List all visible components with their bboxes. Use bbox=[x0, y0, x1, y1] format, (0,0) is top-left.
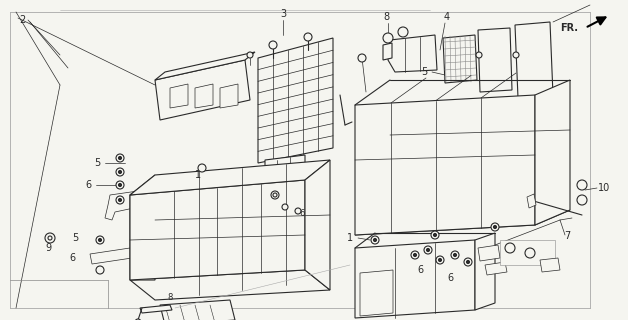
Polygon shape bbox=[527, 194, 536, 208]
Circle shape bbox=[135, 319, 141, 320]
Text: 8: 8 bbox=[167, 293, 173, 302]
Circle shape bbox=[304, 33, 312, 41]
Text: 4: 4 bbox=[444, 12, 450, 22]
Polygon shape bbox=[155, 60, 250, 120]
Circle shape bbox=[438, 259, 441, 261]
Text: 5: 5 bbox=[421, 67, 427, 77]
Polygon shape bbox=[195, 84, 213, 108]
Circle shape bbox=[491, 223, 499, 231]
Circle shape bbox=[116, 196, 124, 204]
Circle shape bbox=[116, 181, 124, 189]
Circle shape bbox=[453, 253, 457, 257]
Circle shape bbox=[464, 258, 472, 266]
Circle shape bbox=[119, 171, 121, 173]
Text: 2: 2 bbox=[19, 15, 25, 25]
Polygon shape bbox=[130, 175, 155, 280]
Circle shape bbox=[358, 54, 366, 62]
Circle shape bbox=[247, 52, 253, 58]
Text: 1: 1 bbox=[347, 233, 353, 243]
Circle shape bbox=[198, 164, 206, 172]
Circle shape bbox=[431, 231, 439, 239]
Polygon shape bbox=[360, 270, 393, 316]
Polygon shape bbox=[478, 245, 500, 261]
Text: 10: 10 bbox=[598, 183, 610, 193]
Circle shape bbox=[424, 246, 432, 254]
Text: 9: 9 bbox=[45, 243, 51, 253]
Polygon shape bbox=[485, 262, 507, 275]
Circle shape bbox=[374, 238, 377, 242]
Polygon shape bbox=[130, 180, 305, 280]
Circle shape bbox=[413, 253, 416, 257]
Polygon shape bbox=[265, 155, 305, 188]
Polygon shape bbox=[140, 305, 172, 313]
Text: 6: 6 bbox=[417, 265, 423, 275]
Circle shape bbox=[119, 198, 121, 202]
Polygon shape bbox=[355, 210, 570, 235]
Circle shape bbox=[433, 234, 436, 236]
Polygon shape bbox=[443, 35, 477, 83]
Circle shape bbox=[119, 183, 121, 187]
Text: 6: 6 bbox=[300, 209, 305, 218]
Circle shape bbox=[371, 236, 379, 244]
Circle shape bbox=[99, 238, 102, 242]
Bar bbox=[500, 240, 555, 265]
Circle shape bbox=[271, 191, 279, 199]
Circle shape bbox=[45, 233, 55, 243]
Circle shape bbox=[411, 251, 419, 259]
Circle shape bbox=[505, 243, 515, 253]
Polygon shape bbox=[90, 248, 132, 264]
Polygon shape bbox=[383, 43, 392, 60]
Circle shape bbox=[383, 33, 393, 43]
Polygon shape bbox=[170, 84, 188, 108]
Circle shape bbox=[513, 52, 519, 58]
Circle shape bbox=[451, 251, 459, 259]
Polygon shape bbox=[355, 240, 475, 318]
Circle shape bbox=[269, 41, 277, 49]
Polygon shape bbox=[220, 84, 238, 108]
Circle shape bbox=[96, 236, 104, 244]
Circle shape bbox=[525, 248, 535, 258]
Polygon shape bbox=[130, 160, 330, 195]
Circle shape bbox=[119, 156, 121, 159]
Polygon shape bbox=[305, 160, 330, 290]
Polygon shape bbox=[355, 95, 535, 235]
Circle shape bbox=[436, 256, 444, 264]
Circle shape bbox=[116, 154, 124, 162]
Circle shape bbox=[476, 52, 482, 58]
Circle shape bbox=[577, 180, 587, 190]
Polygon shape bbox=[535, 80, 570, 225]
Circle shape bbox=[426, 249, 430, 252]
Polygon shape bbox=[160, 300, 235, 320]
Circle shape bbox=[48, 236, 52, 240]
Circle shape bbox=[398, 27, 408, 37]
Circle shape bbox=[116, 168, 124, 176]
Text: 6: 6 bbox=[69, 253, 75, 263]
Circle shape bbox=[295, 208, 301, 214]
Circle shape bbox=[96, 266, 104, 274]
Polygon shape bbox=[155, 52, 255, 80]
Polygon shape bbox=[515, 22, 553, 98]
Text: 8: 8 bbox=[383, 12, 389, 22]
Polygon shape bbox=[478, 28, 512, 92]
Text: 3: 3 bbox=[280, 9, 286, 19]
Polygon shape bbox=[540, 258, 560, 272]
Text: FR.: FR. bbox=[560, 23, 578, 33]
Circle shape bbox=[467, 260, 470, 263]
Circle shape bbox=[282, 204, 288, 210]
Text: 5: 5 bbox=[94, 158, 100, 168]
Polygon shape bbox=[258, 38, 333, 163]
Circle shape bbox=[577, 195, 587, 205]
Text: 7: 7 bbox=[564, 231, 570, 241]
Circle shape bbox=[494, 226, 497, 228]
Circle shape bbox=[273, 193, 277, 197]
Text: 6: 6 bbox=[447, 273, 453, 283]
Polygon shape bbox=[388, 35, 437, 72]
Polygon shape bbox=[475, 233, 495, 310]
Text: 5: 5 bbox=[72, 233, 78, 243]
Text: 1: 1 bbox=[195, 170, 201, 180]
Polygon shape bbox=[105, 190, 148, 220]
Text: 6: 6 bbox=[85, 180, 91, 190]
Polygon shape bbox=[130, 270, 330, 300]
